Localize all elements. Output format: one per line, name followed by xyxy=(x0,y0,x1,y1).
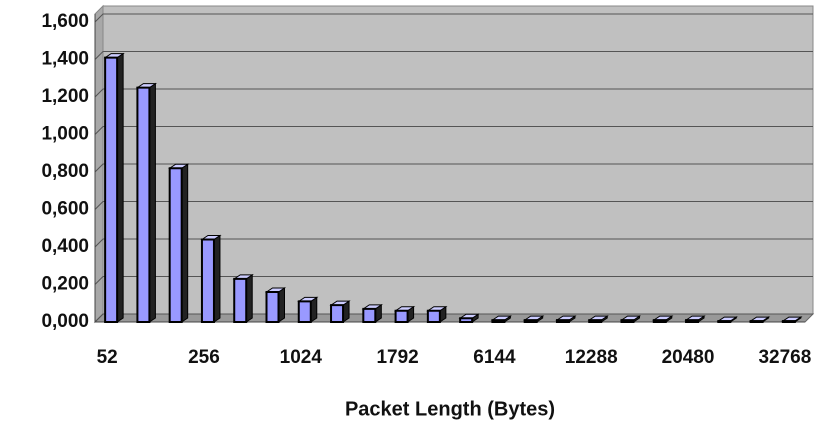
bar xyxy=(588,319,603,323)
y-tick-label: 1,200 xyxy=(41,86,89,107)
x-tick-label: 32768 xyxy=(758,347,811,368)
bar xyxy=(200,238,215,323)
bar xyxy=(168,167,183,323)
bar xyxy=(297,300,312,323)
bar xyxy=(459,317,474,323)
bar xyxy=(362,307,377,323)
x-tick-label: 256 xyxy=(188,347,220,368)
bar xyxy=(426,309,441,323)
y-tick-label: 1,000 xyxy=(41,124,89,145)
x-tick-label: 20480 xyxy=(662,347,715,368)
grid-line xyxy=(94,88,813,98)
bar xyxy=(491,319,506,323)
grid-line xyxy=(94,163,813,173)
bar xyxy=(523,319,538,323)
bar xyxy=(233,277,248,323)
y-tick-label: 0,200 xyxy=(41,274,89,295)
bar xyxy=(781,320,796,323)
grid-line xyxy=(94,313,813,323)
x-tick-label: 12288 xyxy=(565,347,618,368)
x-tick-label: 1024 xyxy=(280,347,323,368)
x-tick-label: 52 xyxy=(97,347,118,368)
grid-line xyxy=(94,13,813,23)
grid-line xyxy=(94,126,813,135)
y-tick-label: 1,600 xyxy=(41,11,89,32)
y-tick-label: 0,000 xyxy=(41,311,89,332)
grid-line xyxy=(94,51,813,60)
y-tick-label: 0,600 xyxy=(41,199,89,220)
bar xyxy=(104,56,119,323)
grid-line xyxy=(94,238,813,248)
bar xyxy=(620,319,635,323)
bar xyxy=(685,319,700,323)
bar xyxy=(136,86,151,323)
x-tick-label: 6144 xyxy=(473,347,516,368)
bar xyxy=(330,304,345,323)
x-axis-title: Packet Length (Bytes) xyxy=(345,398,555,420)
y-tick-label: 0,800 xyxy=(41,161,89,182)
bar xyxy=(555,319,570,323)
grid-line xyxy=(94,276,813,285)
x-tick-label: 1792 xyxy=(376,347,418,368)
bar xyxy=(749,320,764,323)
y-tick-label: 0,400 xyxy=(41,236,89,257)
bar xyxy=(717,320,732,323)
y-tick-label: 1,400 xyxy=(41,49,89,70)
bar xyxy=(394,309,409,323)
grid-line xyxy=(94,201,813,210)
bar xyxy=(652,319,667,323)
bar xyxy=(265,291,280,323)
